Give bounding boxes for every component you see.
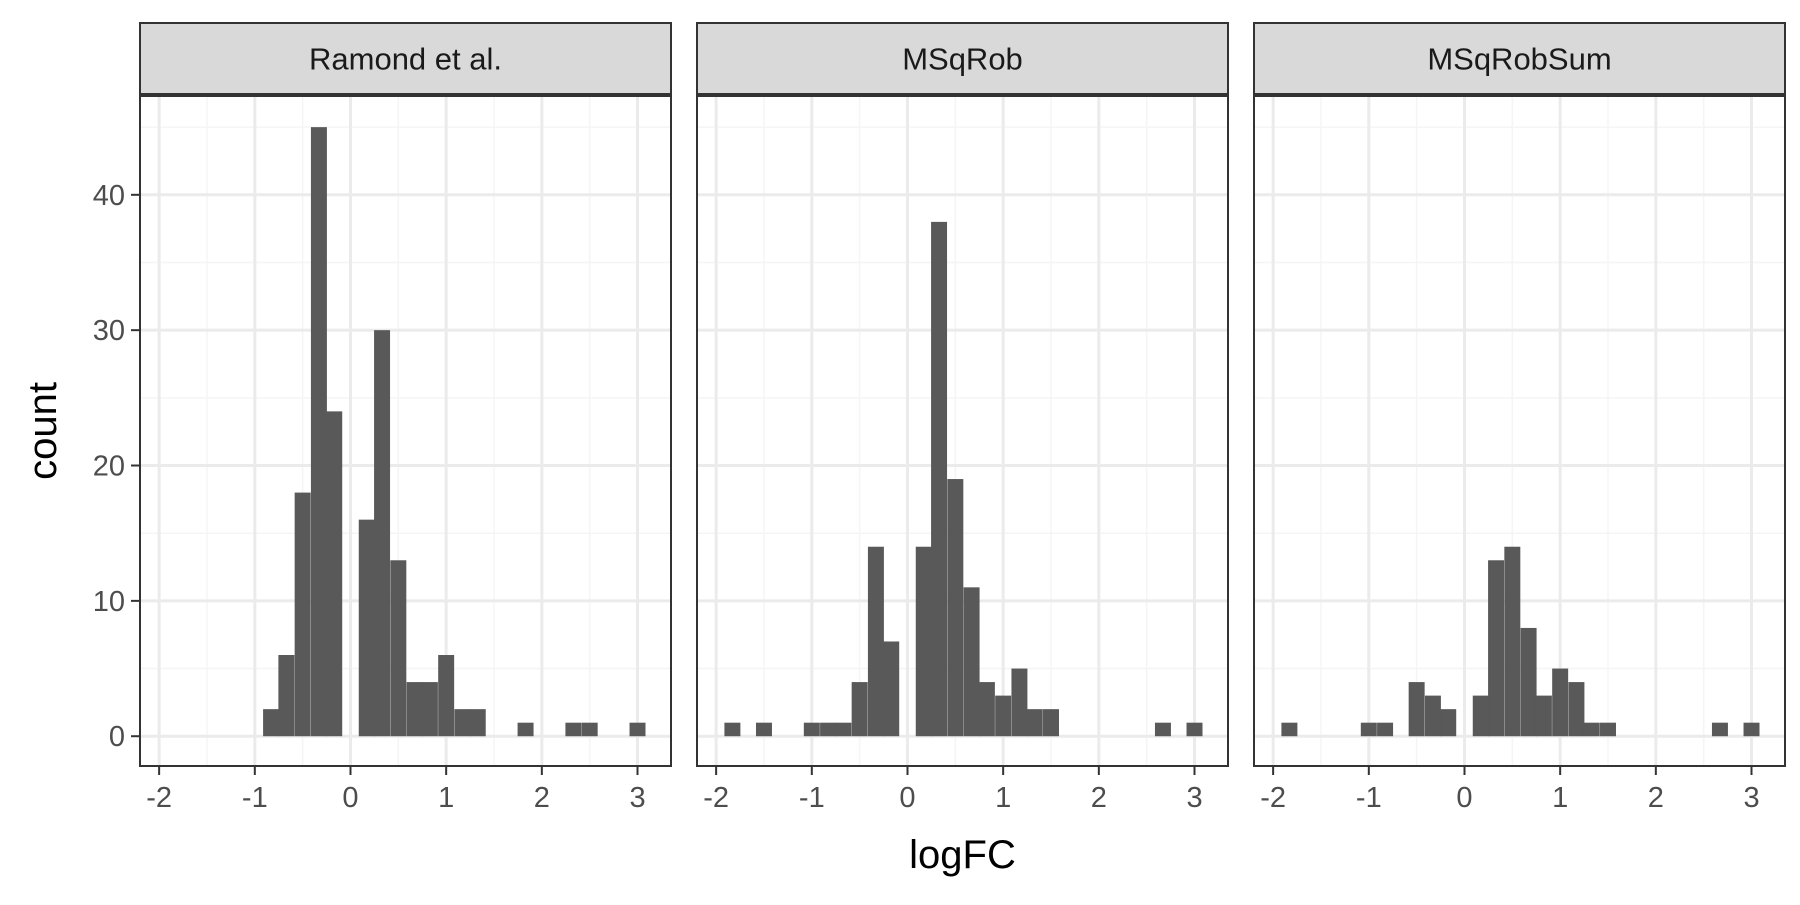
histogram-bar — [1281, 722, 1298, 737]
histogram-bar — [374, 330, 391, 737]
histogram-bar — [1424, 695, 1441, 737]
histogram-bar — [1408, 682, 1425, 737]
histogram-bar — [1011, 668, 1028, 737]
x-tick-label: 0 — [899, 782, 915, 814]
histogram-bar — [581, 722, 598, 737]
histogram-bar — [1440, 709, 1457, 737]
facet-strip-label: Ramond et al. — [309, 42, 502, 77]
facet-strip — [139, 22, 672, 95]
facet-strip — [1253, 22, 1786, 95]
x-tick-label: 0 — [342, 782, 358, 814]
histogram-bar — [1026, 709, 1043, 737]
histogram-bar — [406, 682, 423, 737]
histogram-bar — [1520, 627, 1537, 737]
histogram-bar — [851, 682, 868, 737]
x-tick-label: -2 — [146, 782, 172, 814]
panel-border — [696, 95, 1229, 767]
x-tick-label: -1 — [242, 782, 268, 814]
facet-strip — [696, 22, 1229, 95]
histogram-bar — [931, 221, 948, 737]
histogram-bar — [1186, 722, 1203, 737]
histogram-bar — [326, 411, 343, 737]
histogram-bar — [278, 655, 295, 737]
histogram-bar — [1360, 722, 1377, 737]
histogram-bar — [1154, 722, 1171, 737]
x-axis-title: logFC — [909, 833, 1016, 877]
histogram-bar — [1504, 546, 1521, 737]
histogram-bar — [358, 519, 375, 737]
histogram-bar — [820, 722, 837, 737]
histogram-bar — [995, 695, 1012, 737]
histogram-bar — [1535, 695, 1552, 737]
y-tick-label: 0 — [109, 721, 125, 753]
x-tick-label: 1 — [995, 782, 1011, 814]
y-tick-label: 40 — [93, 180, 125, 212]
histogram-bar — [454, 709, 471, 737]
facet-strip-label: MSqRobSum — [1427, 42, 1611, 77]
histogram-bar — [1472, 695, 1489, 737]
histogram-bar — [978, 682, 995, 737]
histogram-bar — [1552, 668, 1569, 737]
x-tick-label: 3 — [629, 782, 645, 814]
histogram-bar — [263, 709, 280, 737]
histogram-bar — [724, 722, 741, 737]
x-tick-label: 2 — [1091, 782, 1107, 814]
facet-strip-label: MSqRob — [902, 42, 1023, 77]
histogram-bar — [1743, 722, 1760, 737]
histogram-bar — [629, 722, 646, 737]
facet-panel: Ramond et al. -2 -1 0 1 2 3 — [139, 22, 672, 814]
histogram-bar — [947, 479, 964, 737]
histogram-bar — [963, 587, 980, 737]
x-tick-label: -1 — [799, 782, 825, 814]
x-tick-label: -2 — [703, 782, 729, 814]
histogram-bar — [1377, 722, 1394, 737]
x-tick-label: 2 — [534, 782, 550, 814]
histogram-bar — [915, 546, 932, 737]
histogram-bar — [565, 722, 582, 737]
x-tick-label: 2 — [1648, 782, 1664, 814]
histogram-bar — [803, 722, 820, 737]
histogram-bar — [1043, 709, 1059, 737]
panel-border — [139, 95, 672, 767]
histogram-bar — [469, 709, 486, 737]
x-tick-label: -1 — [1356, 782, 1382, 814]
x-tick-label: 3 — [1743, 782, 1759, 814]
y-tick-label: 10 — [93, 586, 125, 618]
panel-border — [1253, 95, 1786, 767]
histogram-bar — [1600, 722, 1616, 737]
x-tick-label: 1 — [1552, 782, 1568, 814]
histogram-bar — [421, 682, 438, 737]
histogram-bar — [310, 127, 327, 737]
histogram-bar — [883, 641, 900, 737]
x-tick-label: -2 — [1260, 782, 1286, 814]
histogram-bar — [867, 546, 884, 737]
histogram-bar — [835, 722, 852, 737]
histogram-bar — [1583, 722, 1600, 737]
histogram-bar — [438, 655, 455, 737]
x-tick-label: 1 — [438, 782, 454, 814]
histogram-bar — [1568, 682, 1585, 737]
y-tick-label: 30 — [93, 315, 125, 347]
histogram-bar — [755, 722, 772, 737]
x-tick-label: 0 — [1456, 782, 1472, 814]
facet-panel: MSqRobSum -2 -1 0 1 2 3 — [1253, 22, 1786, 814]
y-axis-title: count — [21, 382, 65, 480]
histogram-bar — [390, 560, 407, 737]
histogram-bar — [1711, 722, 1728, 737]
histogram-bar — [1488, 560, 1505, 737]
y-tick-label: 20 — [93, 451, 125, 483]
x-tick-label: 3 — [1186, 782, 1202, 814]
histogram-bar — [294, 492, 311, 737]
facet-panel: MSqRob -2 -1 0 1 2 3 — [696, 22, 1229, 814]
histogram-bar — [517, 722, 534, 737]
